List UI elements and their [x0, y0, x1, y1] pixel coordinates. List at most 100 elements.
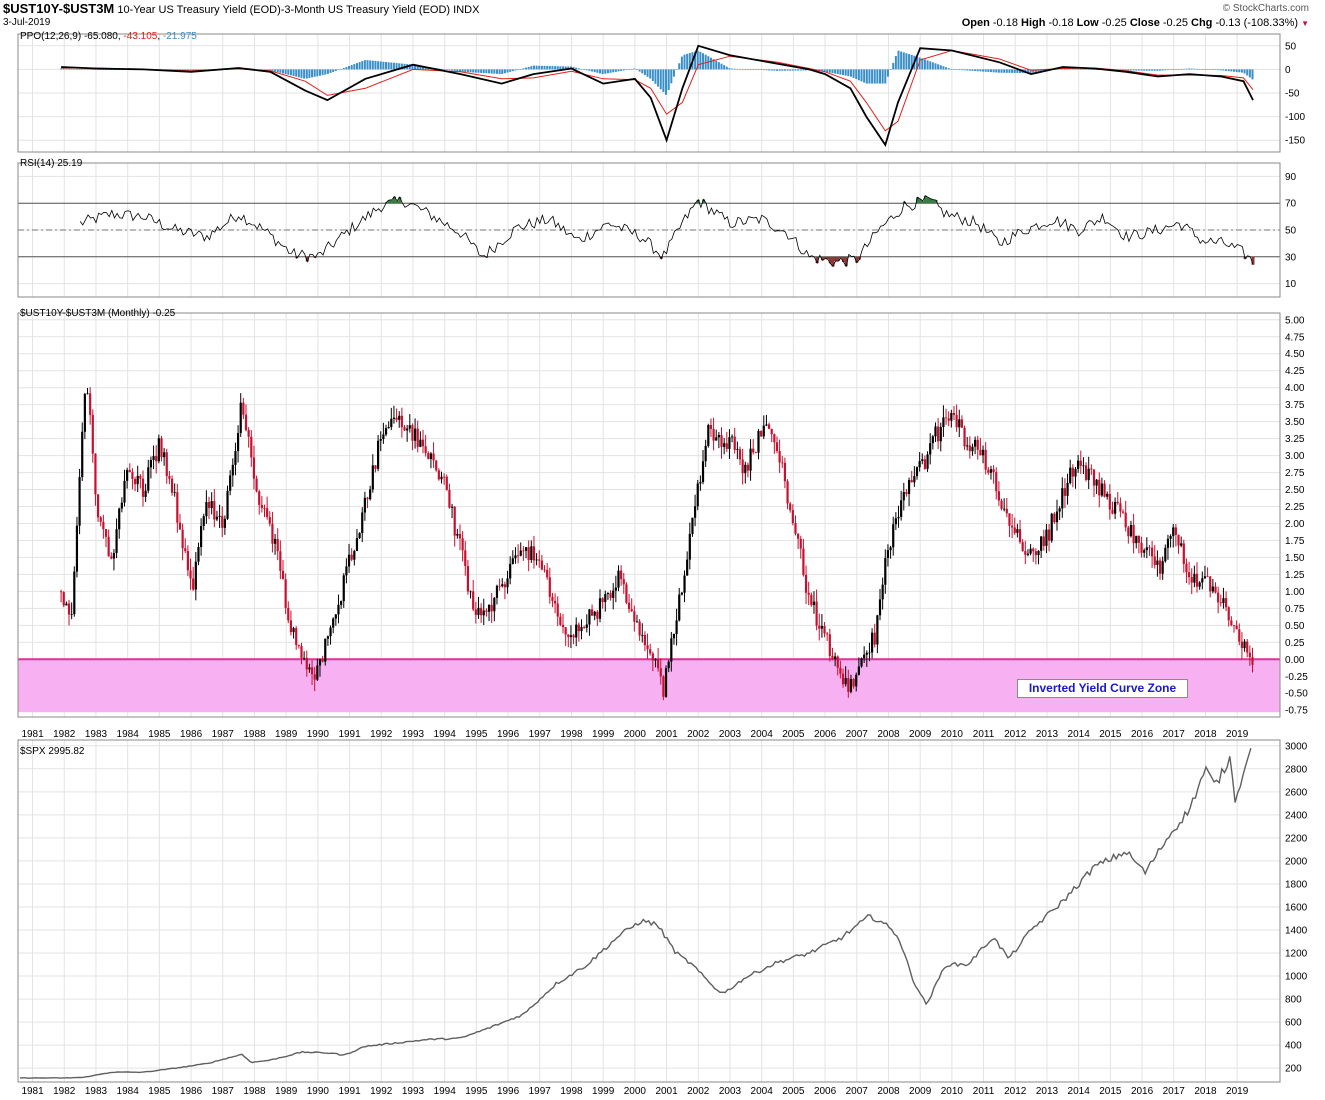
candle-body — [1140, 542, 1143, 553]
x-tick-label: 1993 — [402, 729, 425, 740]
ppo-histogram-bar — [1079, 69, 1082, 70]
ppo-histogram-bar — [350, 65, 353, 70]
ppo-histogram-bar — [791, 69, 794, 71]
ppo-histogram-bar — [517, 69, 520, 70]
candle-body — [598, 598, 602, 619]
stat-value: -0.18 — [1048, 17, 1077, 29]
candle-body — [284, 579, 287, 608]
candle-body — [744, 464, 747, 474]
candle-body — [939, 427, 942, 442]
candle-body — [128, 470, 131, 473]
candle-body — [680, 592, 683, 595]
candle-body — [995, 472, 998, 492]
ppo-histogram-bar — [609, 69, 612, 73]
x-tick-label: 1985 — [148, 729, 171, 740]
candle-body — [112, 553, 116, 559]
candle-body — [931, 436, 934, 444]
x-tick-label: 2005 — [782, 729, 805, 740]
x-tick-label: 2002 — [687, 1086, 710, 1097]
candle-body — [778, 451, 781, 463]
candle-body — [369, 489, 372, 500]
ppo-histogram-bar — [591, 69, 594, 72]
ppo-histogram-bar — [374, 60, 377, 70]
candle-body — [99, 517, 102, 522]
candle-body — [892, 524, 895, 548]
y-tick-label: 0 — [1285, 65, 1291, 76]
candle-body — [997, 491, 1000, 501]
ppo-histogram-bar — [559, 66, 562, 70]
ppo-histogram-bar — [638, 69, 641, 72]
ppo-histogram-bar — [1016, 69, 1019, 73]
candle-body — [937, 426, 940, 442]
candle-body — [1114, 501, 1117, 514]
candle-body — [664, 668, 668, 697]
candle-body — [876, 615, 879, 645]
candle-body — [1098, 479, 1101, 496]
ppo-histogram-bar — [564, 66, 567, 70]
candle-body — [303, 657, 306, 659]
ppo-histogram-bar — [313, 69, 316, 77]
ppo-histogram-bar — [1153, 69, 1156, 71]
ppo-histogram-bar — [260, 69, 263, 70]
y-tick-label: 0.00 — [1285, 655, 1305, 666]
ppo-histogram-bar — [659, 69, 662, 90]
ppo-histogram-bar — [382, 61, 385, 70]
ppo-histogram-bar — [868, 69, 871, 84]
candle-body — [799, 538, 802, 549]
ppo-histogram-bar — [1232, 69, 1235, 72]
x-tick-label: 2001 — [655, 1086, 678, 1097]
ppo-histogram-bar — [865, 69, 868, 84]
ppo-histogram-bar — [1092, 69, 1095, 70]
ppo-histogram-bar — [1090, 69, 1093, 70]
rsi-oversold-fill — [826, 256, 830, 260]
ppo-histogram-bar — [522, 68, 525, 70]
candle-body — [495, 585, 499, 598]
rsi-oversold-fill — [839, 256, 843, 259]
candle-body — [458, 533, 462, 539]
candle-body — [546, 569, 549, 578]
candle-body — [765, 424, 768, 426]
ppo-histogram-bar — [995, 69, 998, 73]
ppo-histogram-bar — [342, 68, 345, 70]
candle-body — [963, 427, 966, 447]
candle-body — [493, 597, 496, 612]
ppo-histogram-bar — [363, 60, 366, 70]
candle-body — [976, 439, 979, 450]
candle-body — [210, 501, 213, 509]
x-tick-label: 1982 — [53, 729, 76, 740]
candle-body — [815, 601, 818, 626]
rsi-overbought-fill — [926, 197, 930, 204]
candle-body — [548, 577, 551, 597]
ppo-histogram-bar — [1227, 69, 1230, 72]
candle-body — [229, 475, 232, 491]
x-tick-label: 1999 — [592, 729, 615, 740]
ppo-histogram-bar — [754, 69, 757, 70]
candle-body — [1069, 467, 1072, 483]
spx-frame — [17, 739, 1281, 1083]
candle-body — [672, 633, 676, 639]
candle-body — [1145, 547, 1148, 551]
x-tick-label: 1984 — [117, 1086, 140, 1097]
ppo-histogram-bar — [1193, 68, 1196, 70]
ppo-histogram-bar — [525, 67, 528, 70]
candle-body — [255, 478, 258, 492]
y-tick-label: 2.00 — [1285, 519, 1305, 530]
candle-body — [192, 578, 195, 590]
candle-body — [625, 584, 628, 603]
candle-body — [236, 433, 240, 452]
ppo-histogram-bar — [1034, 69, 1037, 73]
candle-body — [781, 462, 784, 464]
candle-body — [701, 461, 705, 483]
x-tick-label: 1999 — [592, 1086, 615, 1097]
candle-body — [263, 508, 266, 509]
ppo-histogram-bar — [443, 69, 446, 70]
x-tick-label: 2003 — [719, 729, 742, 740]
candle-body — [797, 533, 800, 539]
ppo-histogram-bar — [263, 69, 266, 70]
ppo-histogram-bar — [493, 69, 496, 74]
candle-body — [392, 417, 396, 419]
ppo-histogram-bar — [1008, 69, 1011, 73]
candle-body — [1040, 536, 1043, 551]
x-tick-label: 1993 — [402, 1086, 425, 1097]
ppo-histogram-bar — [775, 69, 778, 71]
